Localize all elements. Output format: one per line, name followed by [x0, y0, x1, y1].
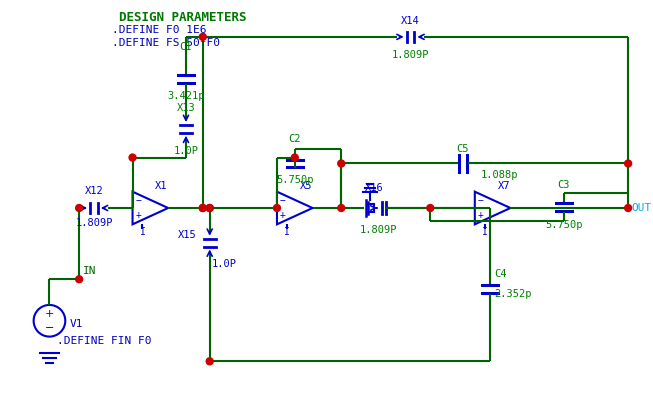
Circle shape [199, 205, 206, 211]
Text: X16: X16 [364, 183, 383, 193]
Circle shape [625, 160, 631, 167]
Text: .DEFINE F0 1E6: .DEFINE F0 1E6 [112, 25, 206, 35]
Text: X14: X14 [401, 16, 420, 26]
Text: IN: IN [83, 266, 97, 276]
Text: C3: C3 [558, 180, 570, 190]
Text: 1.809P: 1.809P [76, 218, 114, 228]
Text: +: + [280, 209, 286, 219]
Text: +: + [45, 309, 54, 319]
Text: X5: X5 [300, 181, 312, 191]
Text: 1.809P: 1.809P [360, 225, 398, 235]
Text: 5.750p: 5.750p [545, 220, 582, 230]
Text: DESIGN PARAMETERS: DESIGN PARAMETERS [119, 10, 246, 24]
Text: I: I [482, 227, 488, 237]
Text: 1.0P: 1.0P [212, 259, 236, 269]
Circle shape [129, 154, 136, 161]
Circle shape [338, 205, 345, 211]
Text: X7: X7 [498, 181, 510, 191]
Circle shape [427, 205, 434, 211]
Text: +: + [136, 209, 142, 219]
Text: −: − [280, 196, 286, 206]
Text: 1.088p: 1.088p [481, 171, 518, 181]
Text: X15: X15 [178, 230, 197, 240]
Circle shape [199, 33, 206, 40]
Text: C5: C5 [456, 143, 470, 153]
Text: 1.809P: 1.809P [392, 50, 429, 60]
Text: .DEFINE FIN F0: .DEFINE FIN F0 [57, 336, 152, 346]
Circle shape [76, 205, 82, 211]
Circle shape [206, 205, 213, 211]
Text: .DEFINE FS 50*F0: .DEFINE FS 50*F0 [112, 38, 220, 48]
Circle shape [76, 276, 82, 283]
Text: OUT: OUT [631, 203, 651, 213]
Text: X13: X13 [176, 103, 195, 113]
Text: C1: C1 [180, 42, 192, 52]
Circle shape [274, 205, 280, 211]
Text: 5.750p: 5.750p [276, 175, 313, 185]
Text: X12: X12 [85, 186, 103, 196]
Text: +: + [478, 209, 484, 219]
Text: I: I [284, 227, 290, 237]
Text: 3.421p: 3.421p [167, 91, 204, 101]
Text: I: I [140, 227, 146, 237]
Circle shape [206, 205, 213, 211]
Text: V1: V1 [69, 319, 83, 329]
Text: X1: X1 [155, 181, 168, 191]
Circle shape [206, 358, 213, 365]
Text: −: − [45, 323, 54, 333]
Text: C2: C2 [289, 134, 301, 144]
Circle shape [199, 205, 206, 211]
Text: −: − [478, 196, 484, 206]
Text: C4: C4 [494, 269, 507, 279]
Text: −: − [136, 196, 142, 206]
Circle shape [291, 154, 298, 161]
Text: 1.0P: 1.0P [174, 146, 199, 156]
Circle shape [625, 205, 631, 211]
Text: 2.352p: 2.352p [494, 289, 532, 299]
Circle shape [338, 160, 345, 167]
